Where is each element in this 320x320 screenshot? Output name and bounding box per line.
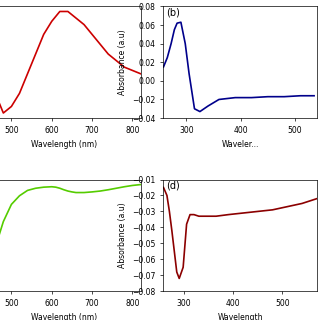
X-axis label: Wavelength: Wavelength — [217, 313, 263, 320]
X-axis label: Waveler...: Waveler... — [221, 140, 259, 149]
Text: (d): (d) — [167, 180, 180, 191]
Y-axis label: Absorbance (a.u): Absorbance (a.u) — [118, 29, 127, 95]
X-axis label: Wavelength (nm): Wavelength (nm) — [31, 313, 97, 320]
Text: (b): (b) — [167, 7, 180, 18]
X-axis label: Wavelength (nm): Wavelength (nm) — [31, 140, 97, 149]
Y-axis label: Absorbance (a.u): Absorbance (a.u) — [118, 203, 127, 268]
